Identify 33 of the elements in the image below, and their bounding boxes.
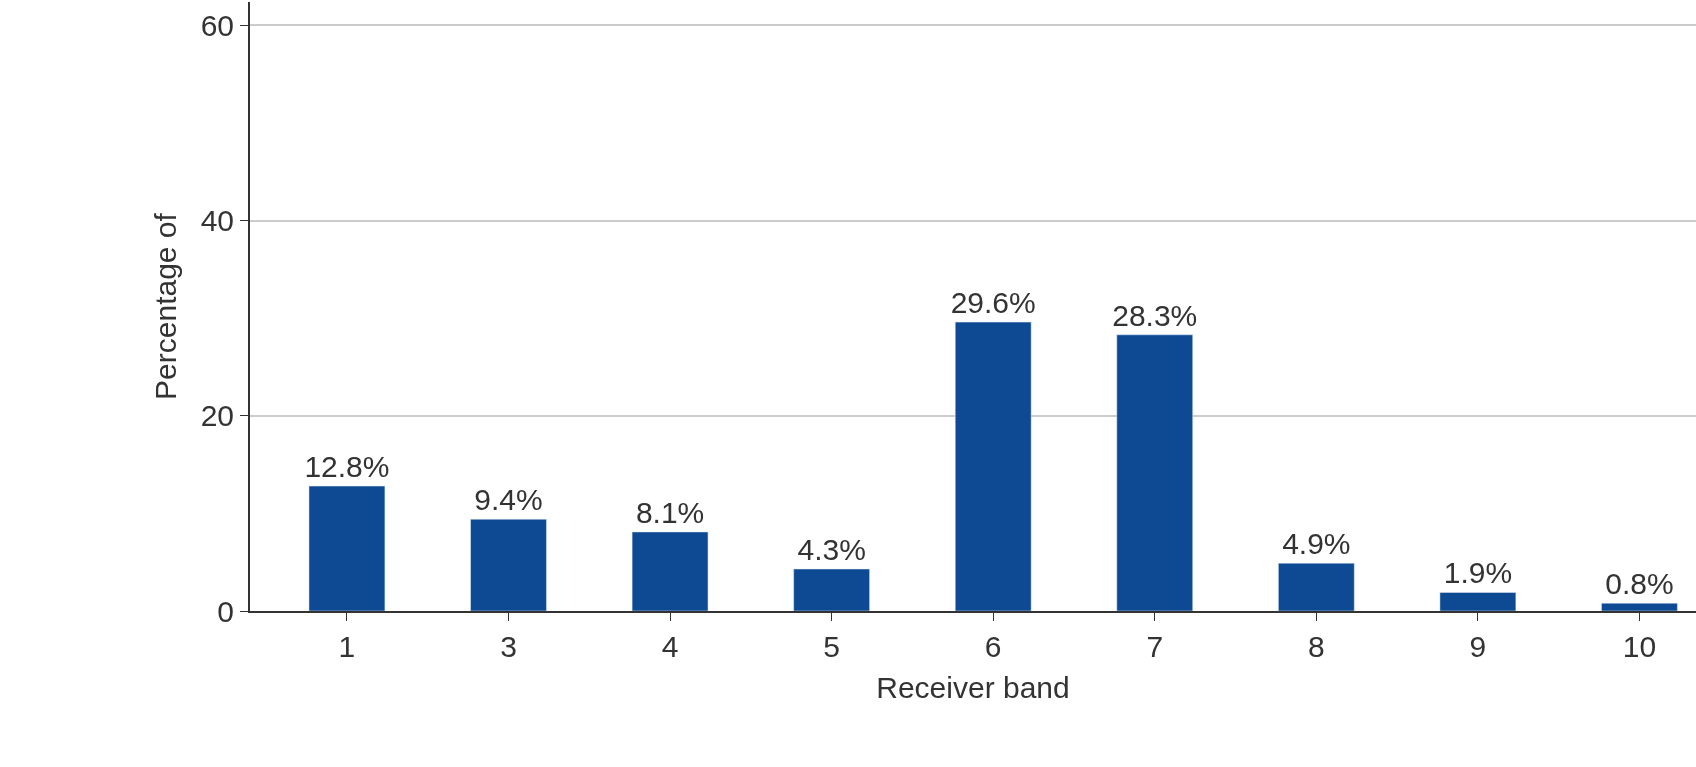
data-label: 0.8% xyxy=(1605,567,1674,601)
x-tick-label: 7 xyxy=(1146,630,1164,663)
y-tick-label: 40 xyxy=(200,204,234,238)
y-tick-label: 20 xyxy=(200,399,234,433)
data-label: 9.4% xyxy=(474,483,543,517)
data-label: 4.9% xyxy=(1282,527,1351,561)
bar xyxy=(631,531,709,611)
x-axis-title: Receiver band xyxy=(876,671,1070,704)
bar xyxy=(308,485,386,611)
x-tick-label: 10 xyxy=(1622,630,1657,663)
data-label: 12.8% xyxy=(304,450,390,484)
data-label: 8.1% xyxy=(635,495,705,529)
data-label: 4.3% xyxy=(797,533,866,567)
x-tick-label: 6 xyxy=(984,630,1002,663)
data-label: 28.3% xyxy=(1112,298,1198,332)
data-label: 1.9% xyxy=(1443,556,1513,590)
bar xyxy=(1278,562,1355,611)
bar xyxy=(1601,602,1678,611)
x-tick-label: 9 xyxy=(1469,630,1487,663)
bar xyxy=(470,519,547,611)
data-label: 29.6% xyxy=(950,286,1036,320)
x-tick-label: 8 xyxy=(1307,630,1325,663)
y-axis-title: Percentage of xyxy=(149,212,183,400)
bar xyxy=(1439,592,1517,611)
x-tick-label: 1 xyxy=(338,630,356,663)
x-tick-label: 4 xyxy=(661,630,679,663)
bar xyxy=(1116,334,1193,611)
bar xyxy=(793,568,870,611)
x-tick-label: 5 xyxy=(823,630,840,663)
y-tick-label: 0 xyxy=(217,594,234,628)
y-tick-label: 60 xyxy=(200,8,234,42)
x-tick-label: 3 xyxy=(500,630,517,663)
bar xyxy=(954,321,1032,611)
